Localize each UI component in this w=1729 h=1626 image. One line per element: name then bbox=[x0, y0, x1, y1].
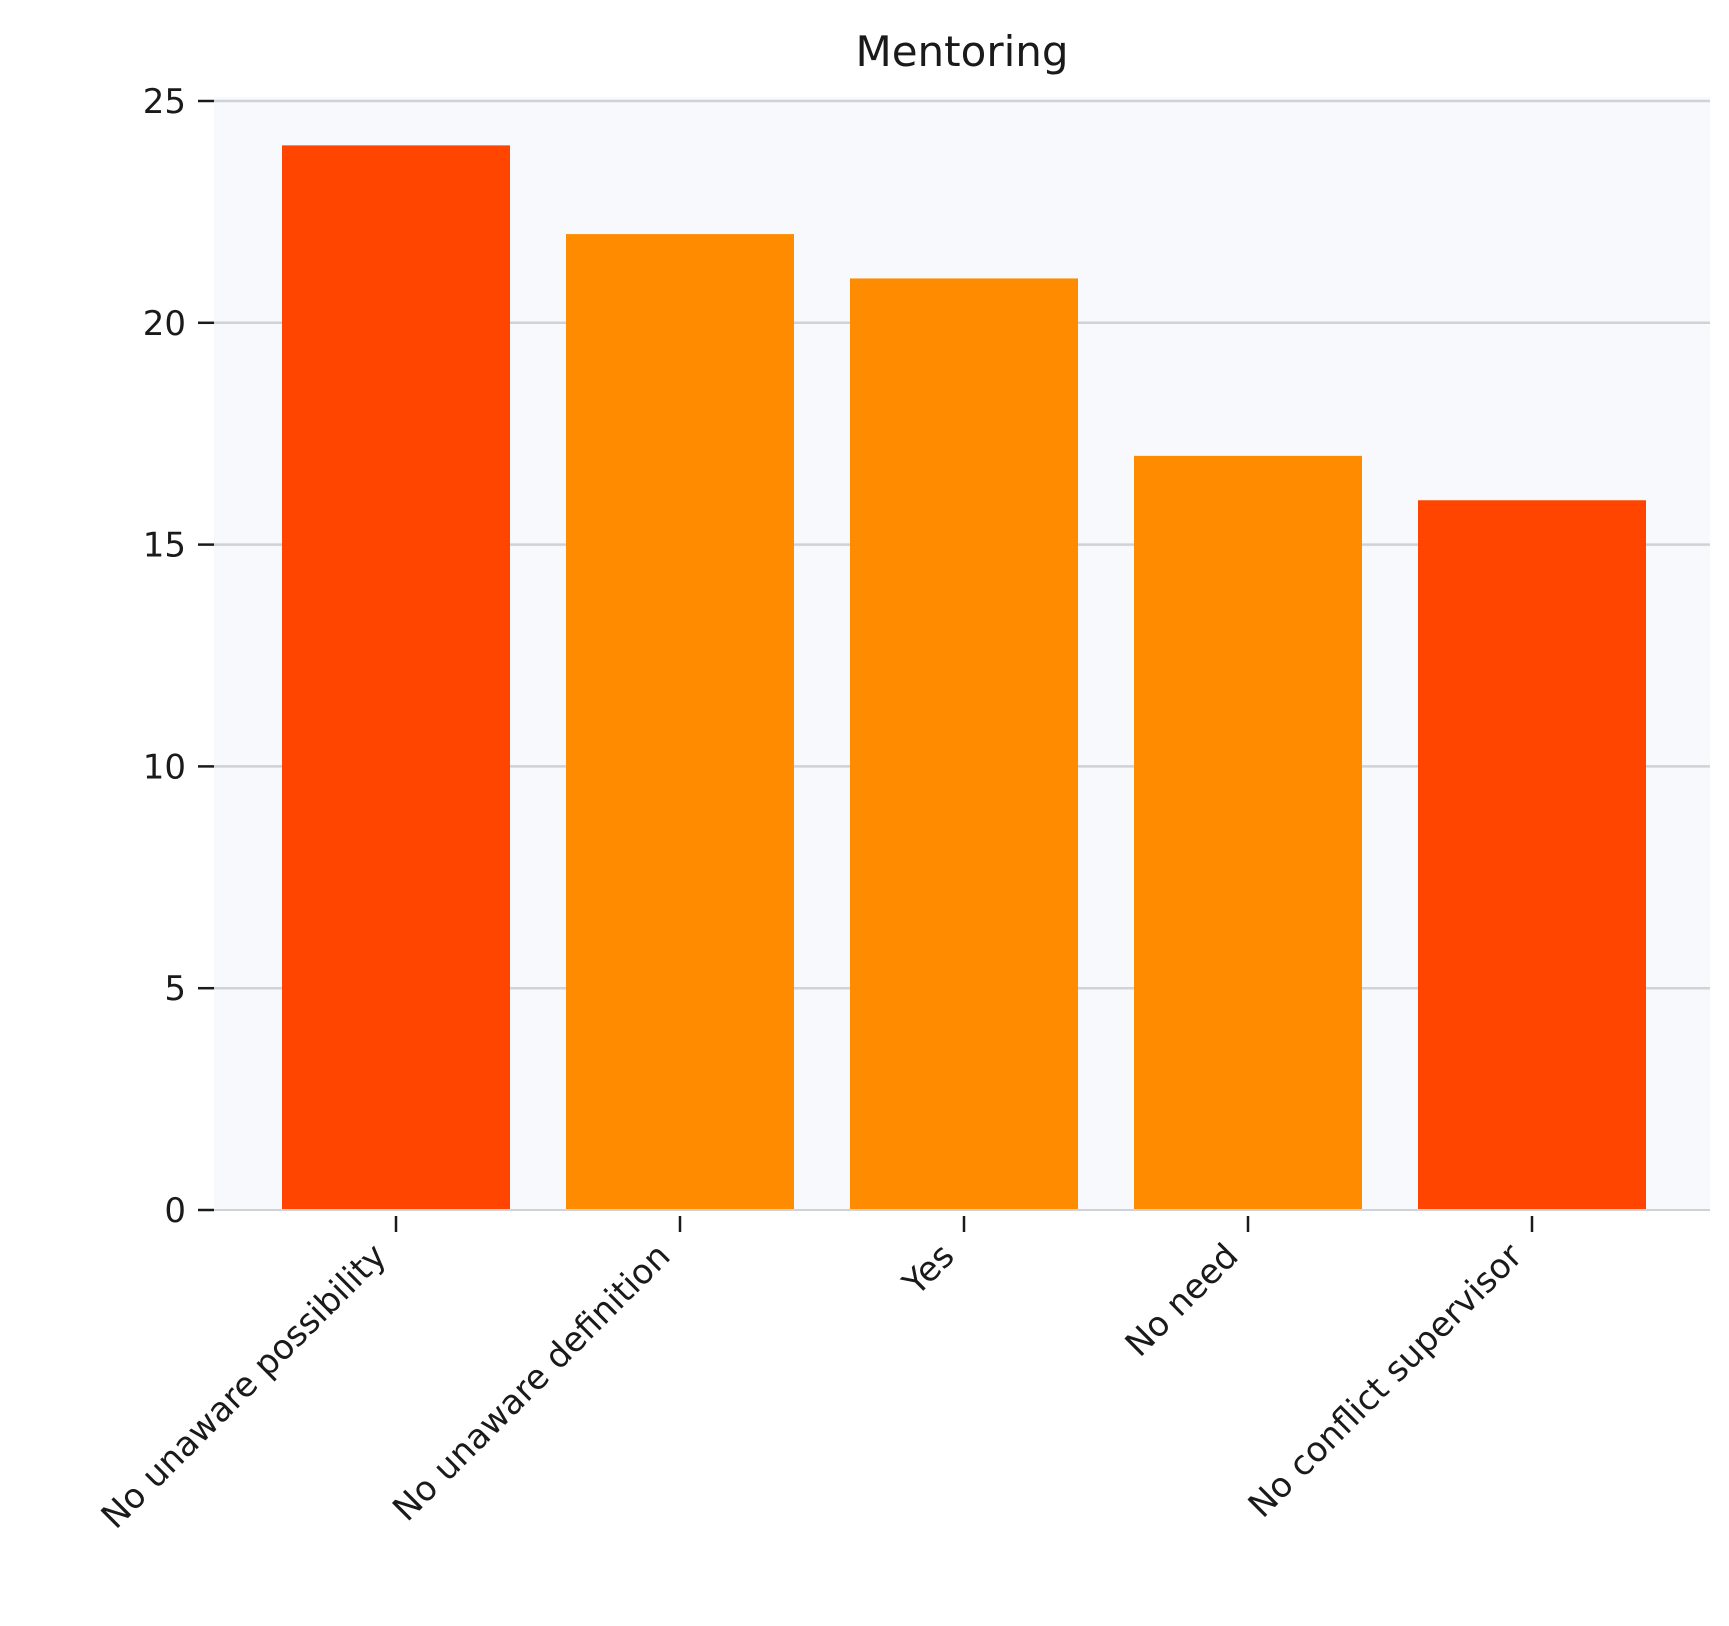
bar bbox=[566, 234, 794, 1210]
x-tick-label: No unaware definition bbox=[385, 1236, 678, 1529]
bar bbox=[282, 145, 510, 1211]
x-tick-label: No need bbox=[1118, 1236, 1247, 1365]
x-tick-label: No conflict supervisor bbox=[1241, 1236, 1531, 1526]
y-tick-label: 15 bbox=[143, 526, 186, 566]
bars bbox=[282, 145, 1646, 1211]
bar bbox=[850, 278, 1078, 1210]
bar bbox=[1418, 500, 1646, 1210]
chart-title: Mentoring bbox=[855, 27, 1068, 76]
y-tick-label: 0 bbox=[164, 1191, 186, 1231]
y-tick-label: 20 bbox=[143, 304, 186, 344]
y-tick-label: 25 bbox=[143, 82, 186, 122]
y-tick-label: 5 bbox=[164, 969, 186, 1009]
y-tick-label: 10 bbox=[143, 747, 186, 787]
bar bbox=[1134, 455, 1362, 1210]
x-tick-label: No unaware possibility bbox=[94, 1236, 395, 1537]
x-tick-label: Yes bbox=[895, 1236, 963, 1304]
